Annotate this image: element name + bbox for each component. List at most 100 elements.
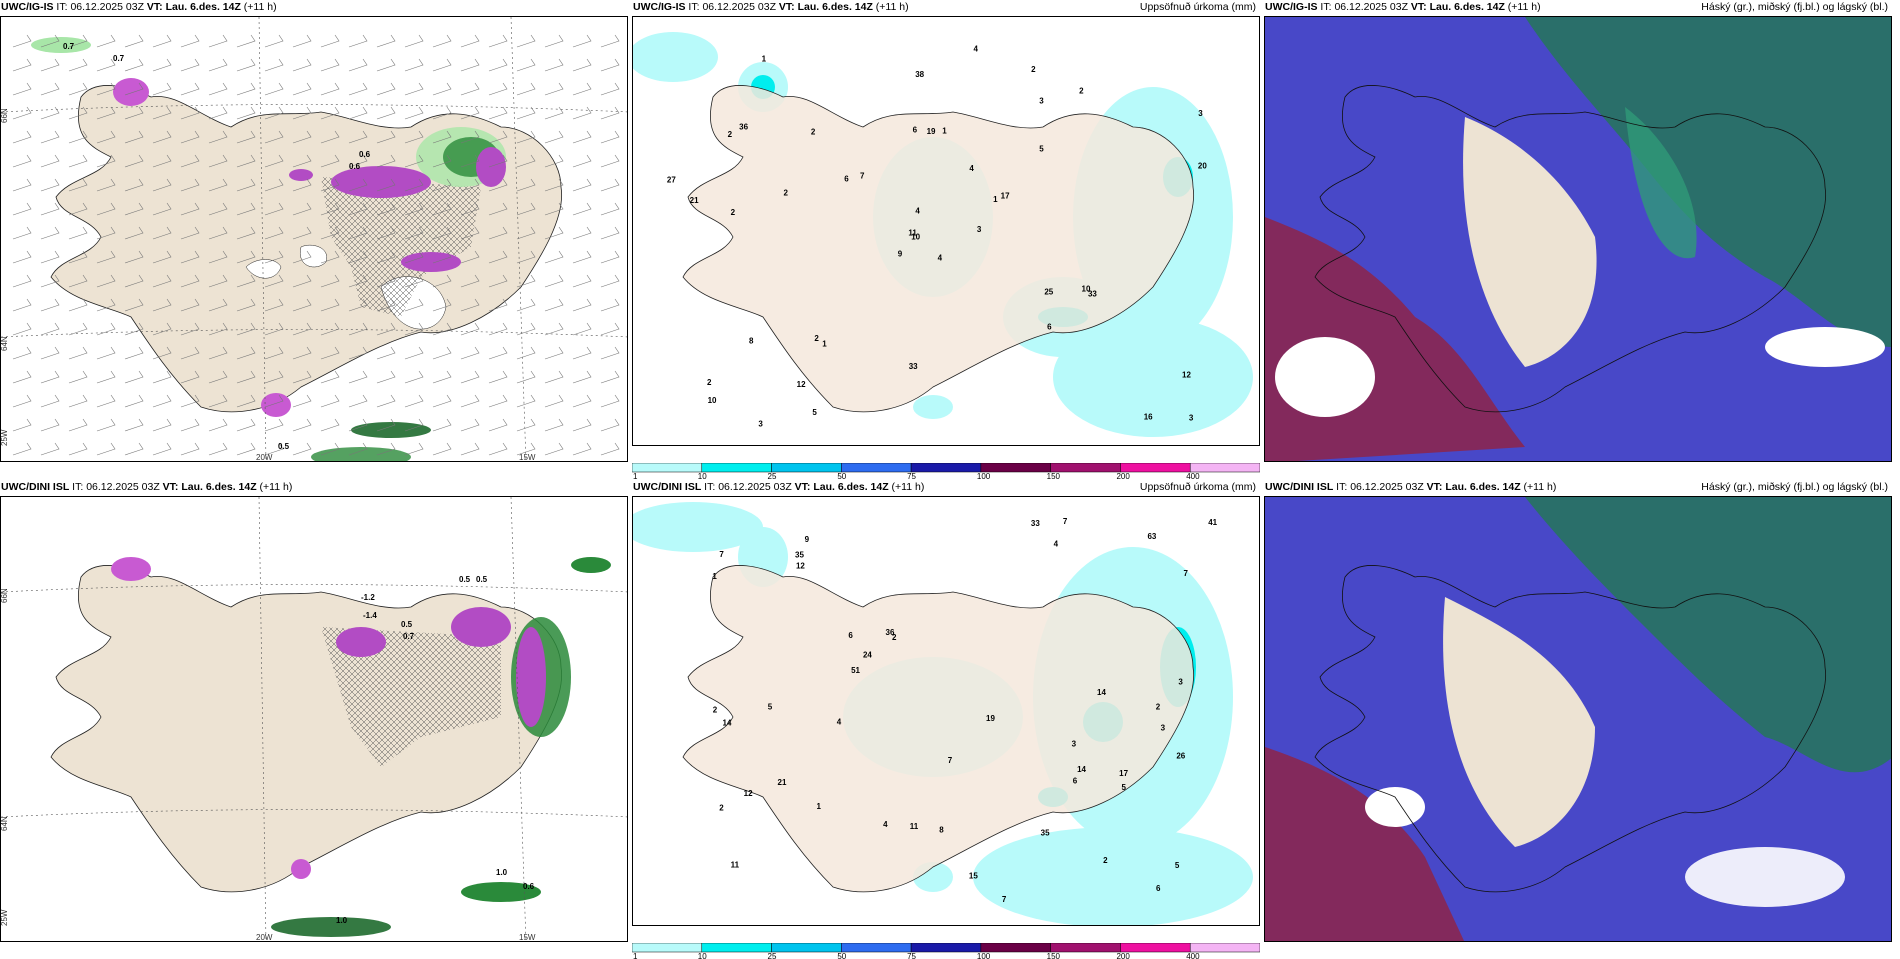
precip-value: 7	[1002, 895, 1007, 904]
value-label: 1.0	[336, 916, 348, 925]
wind-barb	[96, 178, 116, 192]
wind-barb	[124, 34, 144, 48]
wind-barb	[40, 130, 60, 144]
map-area[interactable]: 3 3 11 9 2 2 2 4 6 7 1 2 7 5 4 3 7 19 36 21 41 63 51 26 33 35 14 14…	[632, 496, 1260, 926]
wind-barb	[432, 178, 452, 192]
wind-barb	[600, 418, 620, 432]
precip-value: 2	[731, 208, 736, 217]
wind-barb	[348, 442, 368, 456]
wind-barb	[516, 418, 536, 432]
precip-value: 51	[851, 666, 860, 675]
precip-value: 7	[860, 172, 865, 181]
wind-barb	[40, 106, 60, 120]
wind-barb	[432, 418, 452, 432]
wind-barb	[180, 346, 200, 360]
vt-label: VT:	[794, 481, 811, 493]
wind-barb	[68, 418, 88, 432]
precip-value: 6	[1073, 777, 1078, 786]
wind-barb	[600, 298, 620, 312]
wind-barb	[180, 322, 200, 336]
precip-values: 4210211213313239536487101219173336382125…	[667, 44, 1207, 428]
wind-barb	[68, 178, 88, 192]
precip-value: 11	[910, 822, 919, 831]
wind-barb	[544, 58, 564, 72]
colorbar-tick: 50	[837, 952, 846, 959]
precip-value: 2	[719, 804, 724, 813]
wind-barb	[376, 130, 396, 144]
vt-label: VT:	[162, 481, 179, 493]
wind-barb	[404, 58, 424, 72]
wind-barb	[320, 346, 340, 360]
wind-barb	[348, 154, 368, 168]
wind-barb	[404, 442, 424, 456]
lead-time: (+11 h)	[1507, 1, 1541, 13]
map-area[interactable]: 4 2 10 2 1 1 2 1 3 3 1 3 2 3 9 5 3 6 4 8 7 10 12 19 17 33 36 38 21 25…	[632, 16, 1260, 446]
wind-barb	[348, 250, 368, 264]
precip-title: Uppsöfnuð úrkoma (mm)	[1139, 1, 1256, 13]
colorbar-segment	[841, 943, 912, 953]
wind-barb	[40, 346, 60, 360]
value-label: 0.6	[523, 882, 535, 891]
precip-value: 15	[969, 872, 978, 881]
wind-barb	[208, 82, 228, 96]
precip-value: 19	[986, 714, 995, 723]
wind-barb	[488, 130, 508, 144]
wind-barb	[404, 154, 424, 168]
wind-barb	[152, 370, 172, 384]
wind-barb	[236, 298, 256, 312]
wind-barb	[460, 370, 480, 384]
wind-barb	[208, 202, 228, 216]
precip-value: 26	[1176, 752, 1185, 761]
wind-barb	[432, 58, 452, 72]
wind-barb	[292, 34, 312, 48]
precip-value: 3	[1189, 413, 1194, 422]
precip-value: 9	[805, 535, 810, 544]
wind-barb	[432, 394, 452, 408]
it-label: IT:	[1336, 481, 1348, 493]
map-area[interactable]: 66N 64N 25W 20W 15W -1.2 -1.4 0.5 0.7 0.…	[0, 496, 628, 942]
wind-barb	[600, 274, 620, 288]
map-area[interactable]	[1264, 496, 1892, 942]
wind-barb	[124, 58, 144, 72]
wind-barb	[488, 274, 508, 288]
wind-barb	[572, 274, 592, 288]
wind-barb	[152, 274, 172, 288]
wind-barb	[96, 394, 116, 408]
wind-barb	[152, 58, 172, 72]
lat-label-66: 66N	[1, 108, 9, 123]
map-area[interactable]	[1264, 16, 1892, 462]
it-label: IT:	[56, 1, 68, 13]
wind-barb	[12, 178, 32, 192]
wind-barb	[124, 298, 144, 312]
colorbar-tick: 100	[977, 472, 991, 479]
wind-barb	[348, 346, 368, 360]
wind-barb	[180, 226, 200, 240]
wind-barb	[488, 442, 508, 456]
precip-value: 17	[1001, 192, 1010, 201]
wind-barb	[264, 202, 284, 216]
wind-barb	[432, 34, 452, 48]
wind-barb	[12, 106, 32, 120]
wind-barb	[96, 82, 116, 96]
wind-barb	[600, 226, 620, 240]
precip-value: 2	[707, 378, 712, 387]
vt-label: VT:	[1410, 1, 1427, 13]
value-label: 0.6	[349, 162, 361, 171]
wind-barb	[348, 58, 368, 72]
wind-barb	[516, 226, 536, 240]
wind-barb	[488, 370, 508, 384]
precip-value: 1	[816, 802, 821, 811]
precip-value: 6	[1156, 884, 1161, 893]
wind-barb	[376, 418, 396, 432]
wind-barb	[320, 106, 340, 120]
cloud-high-fill	[1265, 747, 1465, 941]
wind-barb	[516, 130, 536, 144]
wind-barb	[180, 34, 200, 48]
wind-barb	[68, 274, 88, 288]
wind-barb	[320, 34, 340, 48]
precip-value: 8	[939, 825, 944, 834]
init-time: 06.12.2025 03Z	[70, 1, 144, 13]
value-label: -1.4	[363, 611, 377, 620]
map-area[interactable]: 66N 64N 25W 20W 15W 0.7 0.7 0.6 0.6 0.5	[0, 16, 628, 462]
wind-barb	[40, 202, 60, 216]
